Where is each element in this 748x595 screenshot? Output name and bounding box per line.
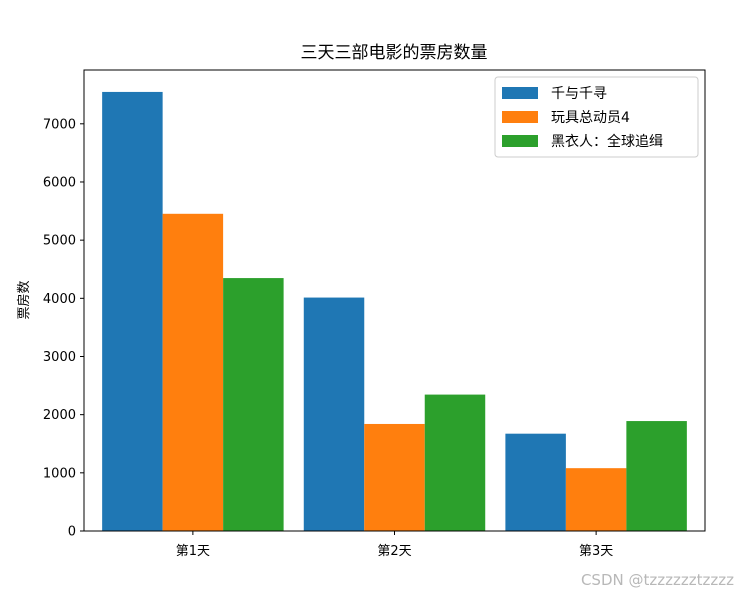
bar-1-2 — [303, 297, 365, 531]
y-tick-label: 6000 — [43, 175, 76, 190]
x-ticks-group: 第1天 第2天 第3天 — [176, 531, 613, 559]
y-tick-label: 0 — [68, 525, 76, 540]
bar-3-1 — [223, 278, 284, 531]
bar-2-2 — [364, 423, 425, 531]
legend-swatch-3 — [502, 135, 538, 147]
x-tick-label: 第3天 — [579, 544, 613, 559]
x-tick-label: 第1天 — [176, 544, 210, 559]
plot-frame — [83, 69, 706, 532]
legend-swatch-1 — [502, 87, 538, 99]
bar-2-1 — [162, 213, 224, 531]
legend-label-3: 黑衣人：全球追缉 — [551, 133, 663, 150]
y-tick-label: 3000 — [43, 350, 76, 365]
y-axis-label: 票房数 — [16, 280, 32, 319]
x-tick-label: 第2天 — [377, 544, 411, 559]
y-tick-label: 5000 — [43, 234, 76, 249]
legend-swatch-2 — [502, 111, 538, 123]
watermark: CSDN @tzzzzzztzzzz — [580, 571, 734, 589]
legend-box — [494, 76, 699, 158]
legend-label-2: 玩具总动员4 — [551, 110, 630, 126]
chart-title: 三天三部电影的票房数量 — [301, 43, 488, 63]
y-ticks-group: 0 1000 2000 3000 4000 5000 6000 7000 — [43, 117, 84, 540]
y-tick-label: 1000 — [43, 466, 76, 481]
bar-3-3 — [626, 421, 687, 531]
bar-1-3 — [505, 433, 566, 531]
bar-2-3 — [565, 468, 627, 531]
bar-1-1 — [102, 91, 163, 531]
bars-group — [102, 91, 687, 531]
bar-3-2 — [424, 394, 486, 531]
y-tick-label: 4000 — [43, 292, 76, 307]
legend-label-1: 千与千寻 — [551, 86, 607, 102]
y-tick-label: 7000 — [43, 117, 76, 132]
y-tick-label: 2000 — [43, 408, 76, 423]
